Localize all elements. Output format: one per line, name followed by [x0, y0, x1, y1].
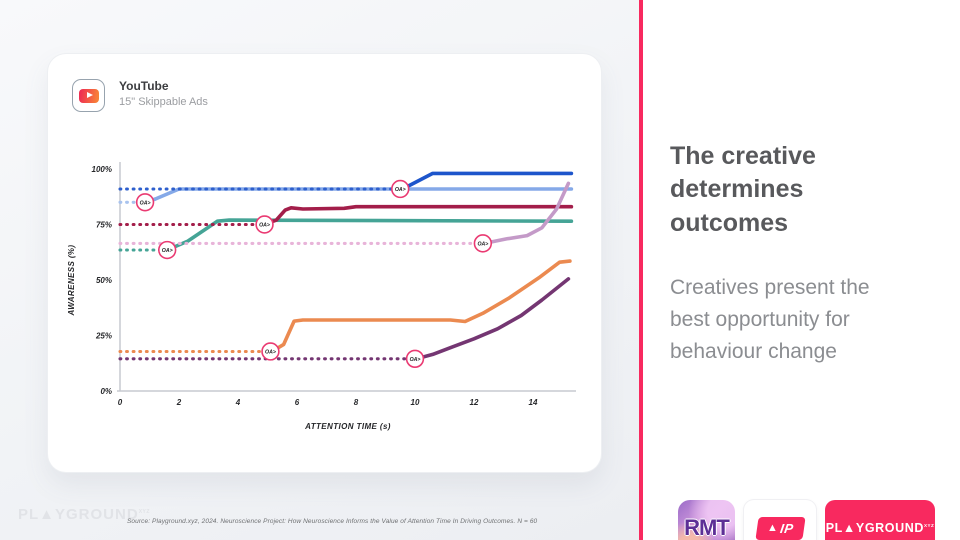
- watermark-sup: XYZ: [138, 509, 150, 515]
- oa-marker: [157, 240, 177, 260]
- x-tick-label: 12: [470, 398, 479, 407]
- x-tick-label: 0: [118, 398, 123, 407]
- logo-row: RMT ▲ IP PL▲YGROUNDXYZ: [678, 500, 935, 540]
- card-titles: YouTube 15" Skippable Ads: [119, 79, 208, 108]
- x-tick-label: 4: [235, 398, 241, 407]
- oa-marker-label: OA>: [395, 187, 406, 193]
- rmt-logo-text: RMT: [684, 515, 730, 540]
- youtube-icon: [72, 79, 105, 112]
- oa-marker: [261, 342, 280, 361]
- oa-marker-label: OA>: [259, 223, 270, 229]
- series-orange-solid: [270, 259, 572, 354]
- oa-marker-label: OA>: [410, 357, 421, 363]
- chart-card: YouTube 15" Skippable Ads 0% 25% 50% 75% 100…: [48, 54, 601, 472]
- oa-marker-label: OA>: [477, 241, 488, 247]
- right-panel: The creative determines outcomes Creativ…: [643, 0, 960, 540]
- playground-logo-text: PL▲YGROUNDXYZ: [825, 521, 935, 535]
- card-subtitle: 15" Skippable Ads: [119, 96, 208, 108]
- oa-marker: [405, 349, 425, 369]
- card-title: YouTube: [119, 79, 169, 93]
- insight-heading: The creative determines outcomes: [670, 142, 816, 237]
- oa-marker: [255, 215, 274, 234]
- aip-logo: ▲ IP: [744, 500, 816, 540]
- rmt-logo: RMT: [678, 500, 735, 540]
- source-note: Source: Playground.xyz, 2024. Neuroscien…: [127, 518, 538, 525]
- y-tick-label: 50%: [96, 276, 112, 285]
- brand-divider: [639, 0, 643, 540]
- oa-marker-label: OA>: [140, 200, 151, 206]
- playground-watermark: PL▲YGROUNDXYZ: [18, 506, 150, 523]
- series-purple-solid: [414, 277, 571, 361]
- oa-marker-label: OA>: [162, 248, 173, 254]
- oa-marker: [473, 234, 493, 253]
- x-tick-label: 10: [411, 398, 420, 407]
- series-plum-solid: [482, 181, 571, 246]
- aip-triangle-icon: ▲: [766, 521, 778, 534]
- series-light-blue-solid: [143, 187, 574, 205]
- aip-logo-mark: ▲ IP: [754, 516, 806, 540]
- series-dark-blue-solid: [398, 171, 574, 191]
- oa-marker-label: OA>: [265, 349, 276, 355]
- x-axis-title: ATTENTION TIME (s): [304, 422, 391, 431]
- y-tick-label: 25%: [95, 332, 112, 341]
- x-tick-label: 14: [529, 398, 538, 407]
- aip-logo-text: IP: [778, 520, 795, 536]
- attention-chart: 0% 25% 50% 75% 100% 0 2 4 6 8 10 12 14 ATTENTION TIME…: [67, 162, 576, 431]
- y-tick-label: 100%: [92, 165, 112, 174]
- y-tick-label: 0%: [100, 387, 112, 396]
- y-tick-label: 75%: [96, 221, 112, 230]
- oa-marker: [135, 193, 155, 212]
- y-axis-title: AWARENESS (%): [67, 245, 76, 317]
- insight-body: Creatives present the best opportunity f…: [670, 276, 870, 363]
- x-tick-label: 8: [354, 398, 359, 407]
- youtube-play-icon: [78, 88, 99, 103]
- series-crimson-solid: [262, 204, 574, 227]
- playground-logo: PL▲YGROUNDXYZ: [825, 500, 935, 540]
- x-tick-label: 2: [176, 398, 182, 407]
- left-panel: YouTube 15" Skippable Ads 0% 25% 50% 75% 100…: [0, 0, 639, 540]
- card-header: YouTube 15" Skippable Ads: [72, 79, 208, 112]
- watermark-text: PL▲YGROUND: [18, 506, 139, 523]
- x-tick-label: 6: [295, 398, 300, 407]
- oa-marker: [391, 179, 410, 199]
